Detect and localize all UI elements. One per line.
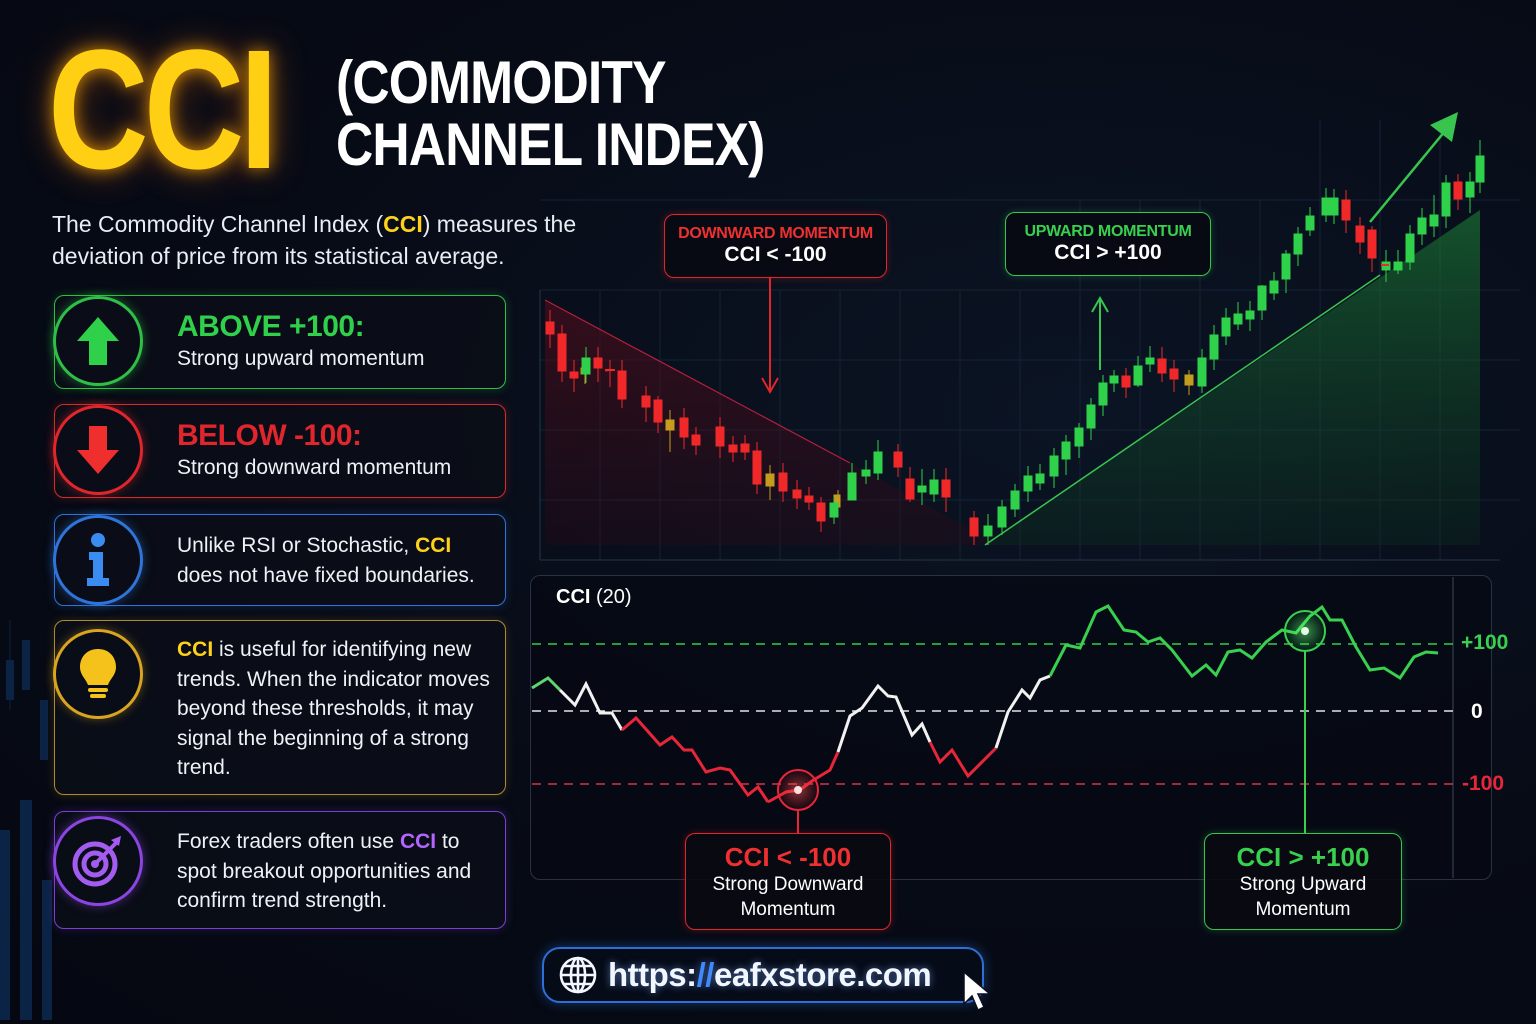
note-line-2: Momentum bbox=[1255, 899, 1351, 920]
target-icon bbox=[53, 816, 143, 906]
callout-title: UPWARD MOMENTUM bbox=[1024, 223, 1192, 240]
lightbulb-icon bbox=[53, 629, 143, 719]
price-candlestick-chart bbox=[539, 112, 1520, 561]
note-line-2: Momentum bbox=[740, 899, 836, 920]
title-full-name: (COMMODITY CHANNEL INDEX) bbox=[336, 52, 765, 176]
cci-line-chart bbox=[531, 577, 1454, 878]
note-line-1: Strong Downward bbox=[712, 874, 864, 895]
card-text-pre: Forex traders often use bbox=[177, 830, 400, 853]
card-text: Strong downward momentum bbox=[177, 456, 452, 479]
intro-text: The Commodity Channel Index (CCI) measur… bbox=[52, 208, 612, 272]
cci-label-period: (20) bbox=[596, 586, 632, 608]
axis-label-minus-100: -100 bbox=[1462, 772, 1505, 795]
down-arrow-pointer bbox=[761, 278, 779, 395]
up-arrow-pointer bbox=[1091, 295, 1109, 370]
card-text: Forex traders often use CCI to spot brea… bbox=[177, 827, 495, 916]
axis-label-plus-100: +100 bbox=[1461, 631, 1509, 654]
cci-overbought-marker bbox=[1283, 609, 1327, 833]
note-title: CCI < -100 bbox=[724, 842, 852, 872]
card-forex-traders: Forex traders often use CCI to spot brea… bbox=[53, 811, 506, 929]
title-line-1: (COMMODITY bbox=[336, 49, 666, 116]
card-text: CCI is useful for identifying new trends… bbox=[177, 635, 495, 783]
candles bbox=[545, 140, 1485, 545]
card-text: Unlike RSI or Stochastic, CCI does not h… bbox=[177, 531, 495, 590]
callout-title: DOWNWARD MOMENTUM bbox=[678, 225, 873, 242]
card-text-post: to spot breakout opportunities and confi… bbox=[177, 830, 472, 912]
card-text: Strong upward momentum bbox=[177, 347, 425, 370]
url-text: https://eafxstore.com bbox=[608, 956, 932, 994]
card-above-100: ABOVE +100: Strong upward momentum bbox=[53, 295, 506, 389]
note-title: CCI > +100 bbox=[1236, 842, 1370, 872]
card-text-post: does not have fixed boundaries. bbox=[177, 563, 475, 587]
note-line-1: Strong Upward bbox=[1239, 874, 1367, 895]
url-slashes: // bbox=[696, 956, 715, 993]
cci-indicator-panel bbox=[530, 575, 1492, 880]
cci-panel-label: CCI (20) bbox=[556, 586, 632, 609]
card-below-100: BELOW -100: Strong downward momentum bbox=[53, 404, 506, 498]
card-text-pre: Unlike RSI or Stochastic, bbox=[177, 534, 416, 557]
card-highlight: CCI bbox=[399, 830, 437, 853]
intro-highlight: CCI bbox=[383, 211, 423, 237]
url-host: eafxstore.com bbox=[713, 956, 932, 993]
intro-part-1: The Commodity Channel Index ( bbox=[52, 211, 384, 237]
card-highlight: CCI bbox=[415, 534, 452, 557]
background-candles-decoration bbox=[0, 620, 52, 1020]
arrow-down-icon bbox=[53, 405, 143, 495]
arrow-up-icon bbox=[53, 296, 143, 386]
callout-value: CCI > +100 bbox=[1054, 241, 1162, 264]
url-scheme: https: bbox=[608, 956, 697, 993]
upward-momentum-callout: UPWARD MOMENTUM CCI > +100 bbox=[1005, 212, 1211, 276]
overbought-note: CCI > +100 Strong Upward Momentum bbox=[1204, 833, 1402, 930]
card-no-fixed-boundaries: Unlike RSI or Stochastic, CCI does not h… bbox=[53, 514, 506, 606]
axis-label-zero: 0 bbox=[1471, 700, 1483, 723]
card-identify-trends: CCI is useful for identifying new trends… bbox=[53, 620, 506, 795]
callout-value: CCI < -100 bbox=[724, 243, 827, 266]
globe-icon bbox=[559, 956, 597, 994]
mouse-cursor-icon bbox=[963, 970, 993, 1012]
cci-label-name: CCI bbox=[556, 586, 591, 608]
card-highlight: CCI bbox=[177, 638, 214, 661]
downward-momentum-callout: DOWNWARD MOMENTUM CCI < -100 bbox=[664, 214, 887, 278]
card-heading: ABOVE +100: bbox=[177, 310, 365, 343]
website-link[interactable]: https://eafxstore.com bbox=[542, 947, 984, 1003]
title-abbreviation: CCI bbox=[48, 15, 278, 205]
trend-up-arrow-icon bbox=[1369, 112, 1458, 223]
oversold-note: CCI < -100 Strong Downward Momentum bbox=[685, 833, 891, 930]
cci-oversold-marker bbox=[776, 768, 820, 833]
info-icon bbox=[53, 515, 143, 605]
title-line-2: CHANNEL INDEX) bbox=[336, 111, 765, 178]
card-text-post: is useful for identifying new trends. Wh… bbox=[177, 638, 490, 779]
intro-part-2: ) measures the deviation of price from i… bbox=[52, 211, 577, 269]
card-heading: BELOW -100: bbox=[177, 419, 362, 452]
